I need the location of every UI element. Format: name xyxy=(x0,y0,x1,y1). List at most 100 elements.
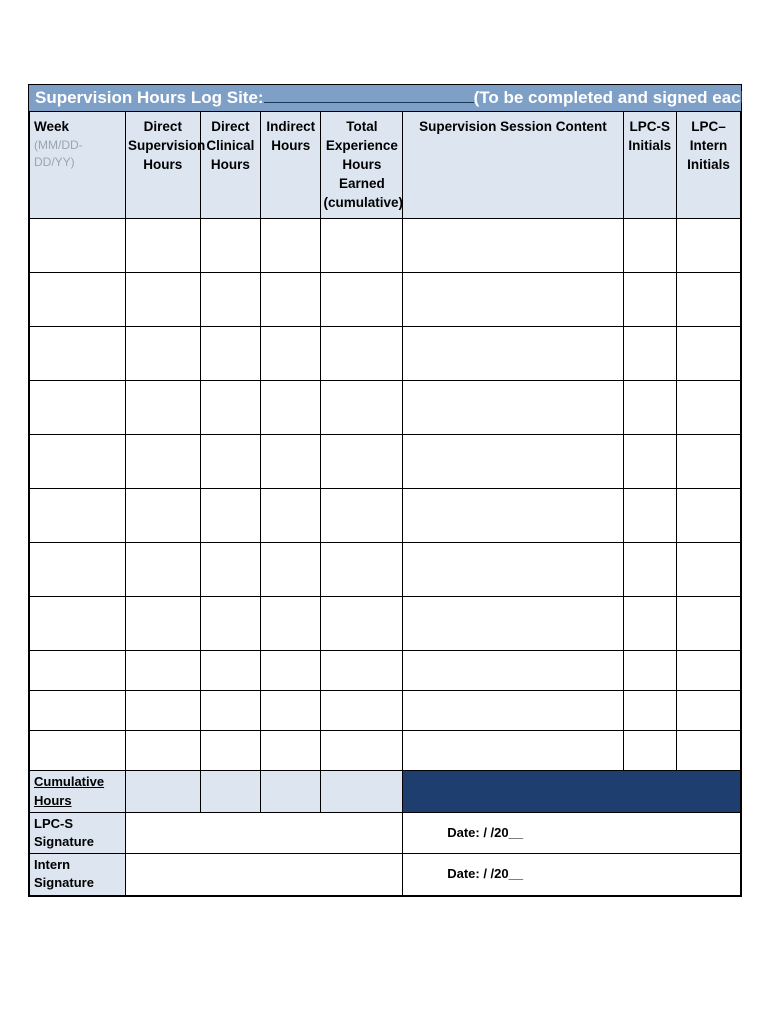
table-cell[interactable] xyxy=(676,597,740,651)
table-cell[interactable] xyxy=(261,327,321,381)
table-cell[interactable] xyxy=(125,691,200,731)
table-cell[interactable] xyxy=(200,327,260,381)
table-cell[interactable] xyxy=(200,597,260,651)
table-cell[interactable] xyxy=(261,381,321,435)
table-cell[interactable] xyxy=(321,651,403,691)
table-cell[interactable] xyxy=(403,381,623,435)
table-cell[interactable] xyxy=(623,381,676,435)
table-cell[interactable] xyxy=(125,273,200,327)
table-cell[interactable] xyxy=(403,597,623,651)
table-cell[interactable] xyxy=(403,691,623,731)
table-cell[interactable] xyxy=(30,273,126,327)
table-cell[interactable] xyxy=(623,327,676,381)
table-cell[interactable] xyxy=(200,731,260,771)
table-cell[interactable] xyxy=(261,435,321,489)
table-cell[interactable] xyxy=(261,731,321,771)
table-cell[interactable] xyxy=(30,651,126,691)
table-cell[interactable] xyxy=(30,489,126,543)
table-cell[interactable] xyxy=(321,219,403,273)
table-row[interactable] xyxy=(30,597,741,651)
table-cell[interactable] xyxy=(261,273,321,327)
table-row[interactable] xyxy=(30,731,741,771)
table-cell[interactable] xyxy=(403,273,623,327)
table-cell[interactable] xyxy=(321,543,403,597)
table-row[interactable] xyxy=(30,327,741,381)
table-cell[interactable] xyxy=(403,543,623,597)
table-cell[interactable] xyxy=(30,219,126,273)
table-cell[interactable] xyxy=(623,731,676,771)
table-cell[interactable] xyxy=(321,381,403,435)
table-cell[interactable] xyxy=(676,543,740,597)
table-row[interactable] xyxy=(30,219,741,273)
table-cell[interactable] xyxy=(403,731,623,771)
table-row[interactable] xyxy=(30,543,741,597)
table-cell[interactable] xyxy=(321,597,403,651)
table-cell[interactable] xyxy=(261,691,321,731)
table-cell[interactable] xyxy=(30,731,126,771)
table-cell[interactable] xyxy=(676,219,740,273)
table-cell[interactable] xyxy=(321,489,403,543)
table-cell[interactable] xyxy=(403,651,623,691)
table-cell[interactable] xyxy=(200,273,260,327)
table-cell[interactable] xyxy=(623,543,676,597)
table-row[interactable] xyxy=(30,435,741,489)
table-cell[interactable] xyxy=(676,651,740,691)
table-cell[interactable] xyxy=(125,597,200,651)
table-cell[interactable] xyxy=(261,489,321,543)
table-cell[interactable] xyxy=(125,489,200,543)
table-cell[interactable] xyxy=(200,489,260,543)
table-cell[interactable] xyxy=(125,381,200,435)
table-cell[interactable] xyxy=(125,543,200,597)
cumulative-cell[interactable] xyxy=(321,771,403,812)
intern-signature-date-field[interactable]: Date: / /20__ xyxy=(403,854,741,895)
table-cell[interactable] xyxy=(321,273,403,327)
table-cell[interactable] xyxy=(30,381,126,435)
table-cell[interactable] xyxy=(623,597,676,651)
table-cell[interactable] xyxy=(200,543,260,597)
table-cell[interactable] xyxy=(623,219,676,273)
lpcs-signature-signature-field[interactable] xyxy=(125,812,402,853)
table-cell[interactable] xyxy=(30,543,126,597)
table-cell[interactable] xyxy=(321,327,403,381)
table-row[interactable] xyxy=(30,691,741,731)
table-cell[interactable] xyxy=(30,691,126,731)
table-cell[interactable] xyxy=(30,597,126,651)
table-cell[interactable] xyxy=(30,327,126,381)
table-cell[interactable] xyxy=(125,219,200,273)
table-cell[interactable] xyxy=(623,651,676,691)
table-cell[interactable] xyxy=(623,435,676,489)
cumulative-cell[interactable] xyxy=(261,771,321,812)
table-cell[interactable] xyxy=(321,435,403,489)
table-cell[interactable] xyxy=(403,435,623,489)
table-cell[interactable] xyxy=(30,435,126,489)
table-cell[interactable] xyxy=(200,381,260,435)
table-row[interactable] xyxy=(30,381,741,435)
table-cell[interactable] xyxy=(623,691,676,731)
intern-signature-signature-field[interactable] xyxy=(125,854,402,895)
table-cell[interactable] xyxy=(125,327,200,381)
site-blank-line[interactable] xyxy=(264,89,474,103)
table-cell[interactable] xyxy=(200,219,260,273)
cumulative-cell[interactable] xyxy=(125,771,200,812)
cumulative-cell[interactable] xyxy=(200,771,260,812)
table-cell[interactable] xyxy=(200,435,260,489)
table-cell[interactable] xyxy=(623,273,676,327)
table-cell[interactable] xyxy=(676,381,740,435)
table-cell[interactable] xyxy=(403,219,623,273)
table-cell[interactable] xyxy=(676,435,740,489)
table-cell[interactable] xyxy=(623,489,676,543)
table-cell[interactable] xyxy=(676,273,740,327)
table-cell[interactable] xyxy=(676,489,740,543)
table-cell[interactable] xyxy=(403,327,623,381)
table-cell[interactable] xyxy=(261,651,321,691)
table-row[interactable] xyxy=(30,489,741,543)
table-cell[interactable] xyxy=(125,731,200,771)
table-cell[interactable] xyxy=(321,731,403,771)
table-cell[interactable] xyxy=(125,651,200,691)
table-cell[interactable] xyxy=(261,219,321,273)
table-row[interactable] xyxy=(30,273,741,327)
table-cell[interactable] xyxy=(676,327,740,381)
lpcs-signature-date-field[interactable]: Date: / /20__ xyxy=(403,812,741,853)
table-cell[interactable] xyxy=(200,651,260,691)
table-cell[interactable] xyxy=(125,435,200,489)
